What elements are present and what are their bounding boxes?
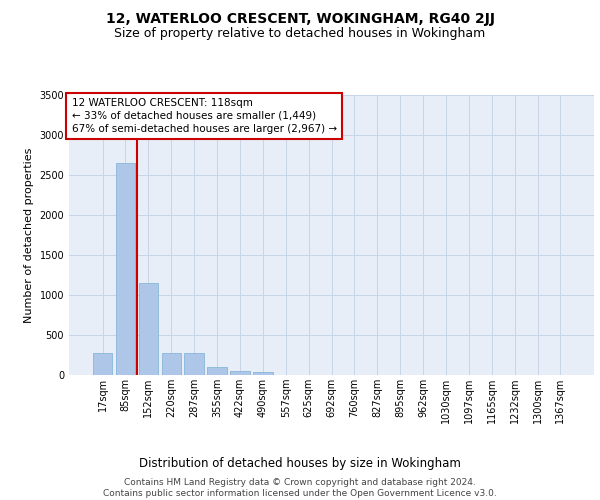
Text: Distribution of detached houses by size in Wokingham: Distribution of detached houses by size … [139, 458, 461, 470]
Bar [93, 354, 112, 375]
Bar [230, 370, 250, 375]
Text: 12 WATERLOO CRESCENT: 118sqm
← 33% of detached houses are smaller (1,449)
67% of: 12 WATERLOO CRESCENT: 118sqm ← 33% of de… [71, 98, 337, 134]
Text: 12, WATERLOO CRESCENT, WOKINGHAM, RG40 2JJ: 12, WATERLOO CRESCENT, WOKINGHAM, RG40 2… [106, 12, 494, 26]
Y-axis label: Number of detached properties: Number of detached properties [24, 148, 34, 322]
Bar [184, 352, 204, 375]
Bar [253, 372, 272, 375]
Bar [161, 352, 181, 375]
Bar [139, 283, 158, 375]
Bar [116, 163, 135, 375]
Bar [208, 368, 227, 375]
Text: Contains HM Land Registry data © Crown copyright and database right 2024.
Contai: Contains HM Land Registry data © Crown c… [103, 478, 497, 498]
Text: Size of property relative to detached houses in Wokingham: Size of property relative to detached ho… [115, 28, 485, 40]
